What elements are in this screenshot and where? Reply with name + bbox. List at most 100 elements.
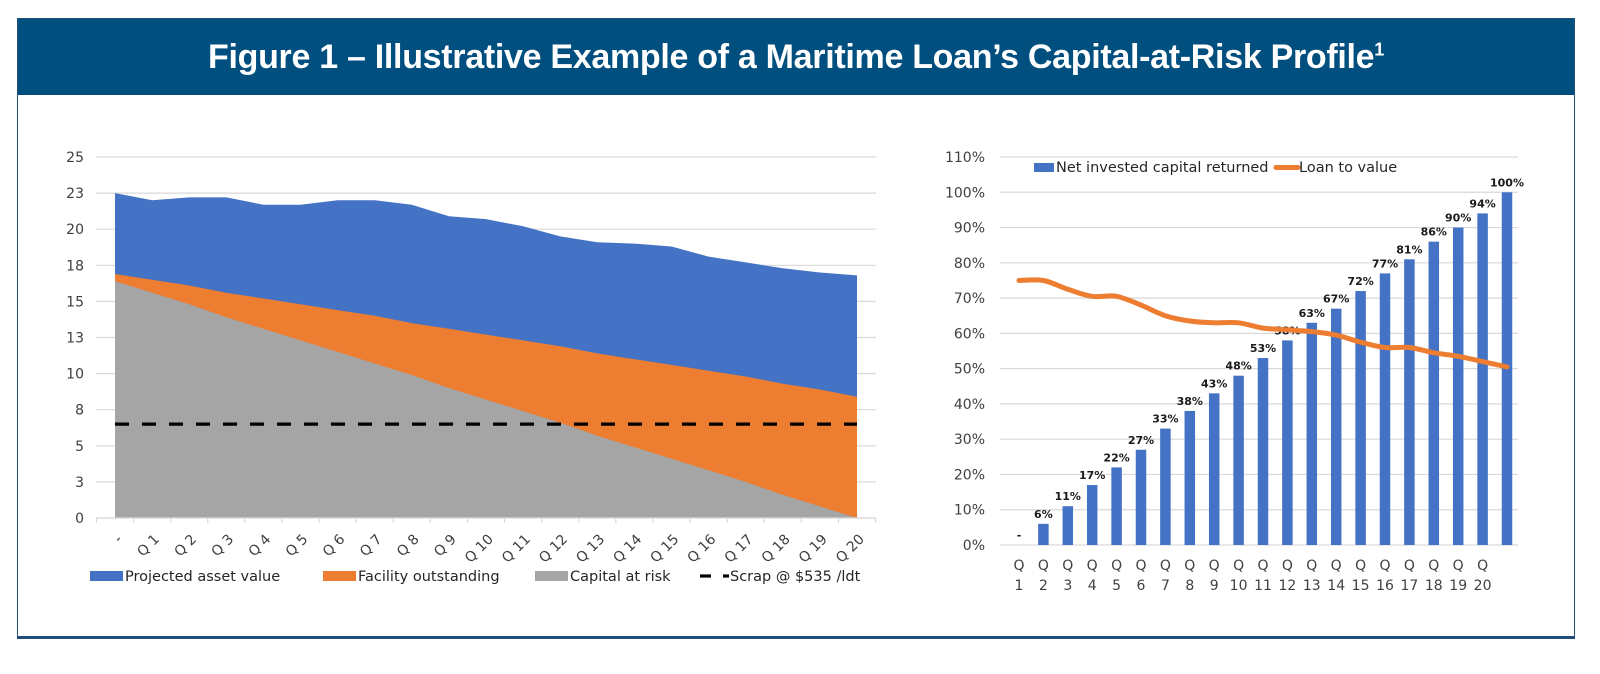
y-tick-label: 110% — [945, 150, 985, 166]
x-tick-label: Q 6 — [320, 531, 349, 560]
x-tick-label-q: Q — [1160, 558, 1171, 574]
y-tick-label: 20% — [954, 467, 985, 483]
bar-data-label: 33% — [1152, 413, 1178, 426]
capital-returned-bar — [1062, 506, 1074, 545]
x-tick-label: Q 13 — [573, 532, 608, 567]
x-tick-label-q: Q — [1233, 558, 1244, 574]
bar-data-label: 94% — [1469, 197, 1495, 210]
y-tick-label: 50% — [954, 362, 985, 378]
legend-projected-asset-value: Projected asset value — [90, 569, 280, 585]
legend-swatch — [1034, 163, 1054, 172]
y-tick-label: 23 — [66, 186, 84, 202]
x-tick-label-num: 15 — [1352, 578, 1370, 594]
x-tick-label-q: Q — [1331, 558, 1342, 574]
bar-data-label: 17% — [1079, 469, 1105, 482]
legend-net-invested-capital-returned: Net invested capital returned — [1034, 160, 1269, 176]
capital-returned-bar — [1257, 358, 1269, 545]
bottom-rule — [17, 636, 1575, 639]
y-tick-label: 8 — [75, 403, 84, 419]
x-tick-label: Q 10 — [462, 532, 497, 567]
y-tick-label: 5 — [75, 439, 84, 455]
capital-returned-bar — [1233, 375, 1244, 545]
legend-scrap: Scrap @ $535 /ldt — [700, 569, 861, 585]
capital-at-risk-chart: 0 3 5 8 10 13 15 18 20 23 25 - Q 1 Q 2 Q 3 Q 4 Q 5 Q 6 Q 7… — [66, 150, 877, 585]
x-tick-label-num: 20 — [1474, 578, 1492, 594]
loan-to-value-line — [1016, 277, 1510, 370]
x-tick-label-q: Q — [1062, 558, 1073, 574]
capital-returned-bar — [1330, 308, 1342, 545]
x-tick-label-num: 9 — [1210, 578, 1219, 594]
bar-data-label: 38% — [1177, 395, 1203, 408]
x-tick-label-num: 14 — [1327, 578, 1345, 594]
x-tick-label-q: Q — [1013, 558, 1024, 574]
y-tick-label: 100% — [945, 185, 985, 201]
legend-label: Capital at risk — [570, 569, 671, 585]
legend-label: Scrap @ $535 /ldt — [730, 569, 861, 585]
x-tick-label-num: 18 — [1425, 578, 1443, 594]
y-tick-label: 13 — [66, 331, 84, 347]
x-tick-label-q: Q — [1087, 558, 1098, 574]
x-tick-label: Q 3 — [209, 532, 238, 561]
legend-facility-outstanding: Facility outstanding — [323, 569, 500, 585]
bar-data-label: 100% — [1490, 176, 1524, 189]
bar-data-label: 48% — [1225, 360, 1251, 373]
legend-loan-to-value: Loan to value — [1273, 160, 1397, 176]
capital-returned-bar — [1111, 467, 1122, 545]
bar-data-label: 81% — [1396, 243, 1422, 256]
y-tick-label: 70% — [954, 291, 985, 307]
x-tick-label-num: 8 — [1185, 578, 1194, 594]
legend-swatch — [535, 571, 568, 581]
x-tick-label-num: 6 — [1137, 578, 1146, 594]
legend-capital-at-risk: Capital at risk — [535, 569, 671, 585]
x-tick-label-q: Q — [1379, 558, 1390, 574]
legend-label: Loan to value — [1299, 160, 1397, 176]
y-tick-label: 0% — [963, 538, 985, 554]
x-tick-label: Q 12 — [536, 532, 571, 567]
x-tick-label-q: Q — [1428, 558, 1439, 574]
bar-data-label: 90% — [1445, 212, 1471, 225]
x-tick-label-num: 7 — [1161, 578, 1170, 594]
legend-swatch — [90, 571, 123, 581]
x-tick-label-num: 4 — [1088, 578, 1097, 594]
x-tick-label-num: 2 — [1039, 578, 1048, 594]
bar-data-label: 43% — [1201, 377, 1227, 390]
legend-label: Projected asset value — [125, 569, 280, 585]
y-tick-label: 20 — [66, 222, 84, 238]
x-tick-label-num: 1 — [1015, 578, 1024, 594]
legend-swatch — [323, 571, 356, 581]
x-tick-label: - — [111, 532, 126, 547]
x-tick-label-num: 13 — [1303, 578, 1321, 594]
x-tick-label-q: Q — [1282, 558, 1293, 574]
capital-at-risk-area — [115, 281, 857, 518]
x-tick-label: Q 5 — [283, 532, 312, 561]
x-tick-label-q: Q — [1038, 558, 1049, 574]
x-tick-label-num: 17 — [1400, 578, 1418, 594]
y-tick-label: 10% — [954, 503, 985, 519]
x-tick-label-q: Q — [1111, 558, 1122, 574]
capital-returned-bar — [1184, 410, 1196, 545]
y-tick-label: 3 — [75, 475, 84, 491]
y-tick-label: 90% — [954, 221, 985, 237]
bar-data-label: 27% — [1128, 434, 1154, 447]
x-tick-label-num: 5 — [1112, 578, 1121, 594]
bar-data-label: 22% — [1103, 451, 1129, 464]
y-tick-label: 0 — [75, 511, 84, 527]
x-tick-label-q: Q — [1453, 558, 1464, 574]
capital-returned-bar — [1477, 213, 1488, 545]
x-tick-label: Q 7 — [357, 532, 386, 561]
capital-returned-bar — [1355, 291, 1366, 545]
bar-data-label: 6% — [1034, 508, 1053, 521]
x-tick-label-q: Q — [1355, 558, 1366, 574]
capital-returned-bar — [1038, 523, 1049, 545]
y-tick-label: 18 — [66, 258, 84, 274]
capital-returned-bar — [1208, 393, 1220, 545]
x-tick-label-q: Q — [1404, 558, 1415, 574]
legend-label: Facility outstanding — [358, 569, 500, 585]
capital-returned-bar — [1379, 273, 1391, 545]
bar-data-label: 67% — [1323, 293, 1349, 306]
title-bar: Figure 1 – Illustrative Example of a Mar… — [18, 19, 1574, 95]
x-tick-label: Q 14 — [610, 531, 645, 566]
x-tick-label: Q 18 — [759, 532, 794, 567]
x-tick-label-num: 3 — [1063, 578, 1072, 594]
bar-data-label: 72% — [1347, 275, 1373, 288]
